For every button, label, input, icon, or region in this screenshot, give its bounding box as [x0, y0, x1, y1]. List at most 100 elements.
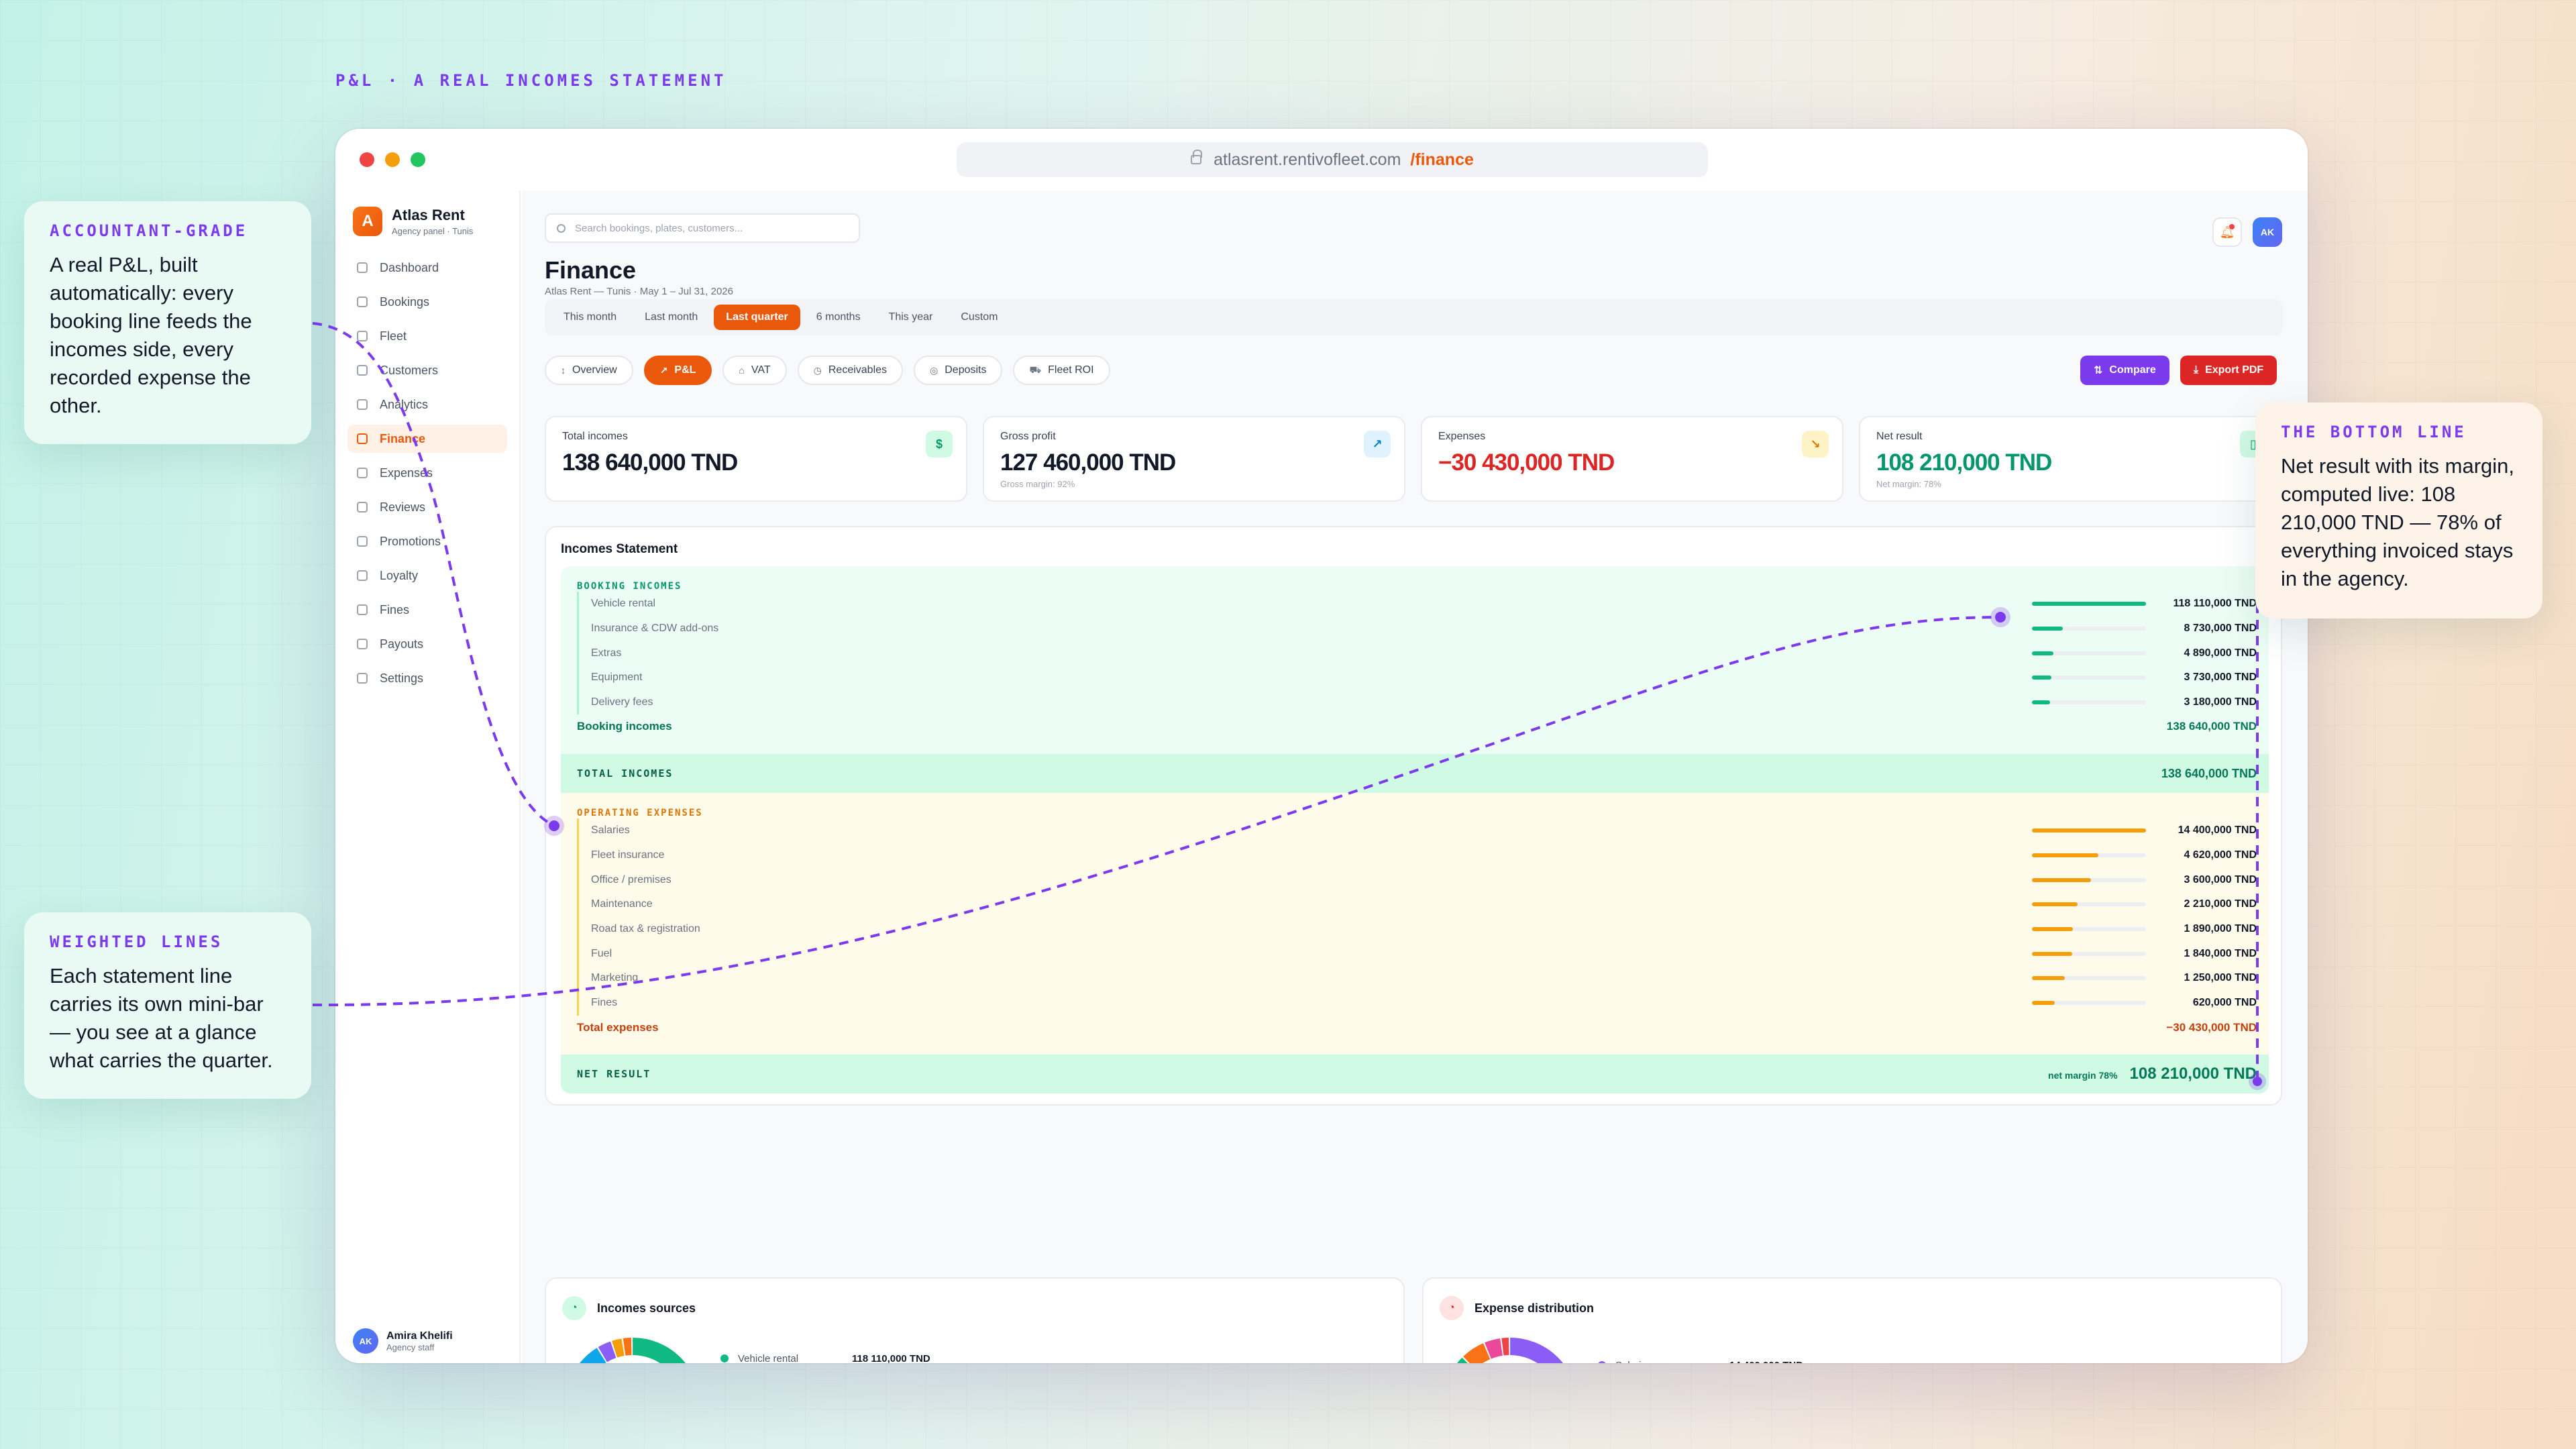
calendar-icon	[357, 297, 368, 307]
search-input[interactable]: Search bookings, plates, customers...	[545, 213, 860, 243]
tab-label: Fleet ROI	[1048, 364, 1094, 376]
expense-row-maintenance: Maintenance 2 210,000 TND	[579, 892, 2269, 917]
incomes-legend-vehicle-rental[interactable]: Vehicle rental 118 110,000 TND	[720, 1348, 930, 1363]
user-role: Agency staff	[386, 1342, 435, 1352]
tab-vat[interactable]: ⌂ VAT	[722, 356, 787, 385]
notifications-button[interactable]: 🔔︎	[2212, 217, 2242, 247]
compare-button[interactable]: ⇅ Compare	[2080, 356, 2169, 385]
callout-accountant: ACCOUNTANT-GRADE A real P&L, built autom…	[24, 201, 311, 444]
sidebar-item-label: Fleet	[380, 329, 407, 343]
sidebar-item-payouts[interactable]: Payouts	[347, 630, 507, 658]
tab-overview[interactable]: ↕ Overview	[545, 356, 633, 385]
sidebar-item-customers[interactable]: Customers	[347, 356, 507, 384]
expense-row-label: Salaries	[591, 824, 630, 837]
tab-p-l-icon: ↗	[659, 364, 668, 376]
address-bar[interactable]: atlasrent.rentivofleet.com /finance	[957, 142, 1708, 177]
tab-fleet-roi[interactable]: ⛟ Fleet ROI	[1013, 356, 1110, 385]
tab-label: Overview	[572, 364, 617, 376]
minimize-window-dot[interactable]	[385, 152, 400, 167]
kpi-sub: Gross margin: 92%	[1000, 479, 1075, 489]
incomes-statement: Incomes Statement BOOKING INCOMES Vehicl…	[545, 526, 2282, 1106]
close-window-dot[interactable]	[360, 152, 374, 167]
expenses-subtotal-value: −30 430,000 TND	[2166, 1020, 2257, 1034]
tab-deposits[interactable]: ◎ Deposits	[914, 356, 1003, 385]
sidebar-item-loyalty[interactable]: Loyalty	[347, 561, 507, 590]
expenses-section: OPERATING EXPENSES Salaries 14 400,000 TN…	[561, 793, 2269, 1055]
period-this-month[interactable]: This month	[564, 311, 617, 323]
kpi-value: 138 640,000 TND	[562, 449, 738, 476]
briefcase-icon	[357, 639, 368, 649]
sidebar-item-finance[interactable]: Finance	[347, 425, 507, 453]
chart-icon	[357, 399, 368, 410]
main-content: Search bookings, plates, customers... 🔔︎…	[522, 191, 2308, 1363]
expense-row-bar	[2032, 853, 2098, 858]
period-this-year[interactable]: This year	[888, 311, 933, 323]
brand[interactable]: A Atlas Rent Agency panel · Tunis	[335, 191, 519, 236]
sidebar-item-settings[interactable]: Settings	[347, 664, 507, 692]
header-avatar[interactable]: AK	[2253, 217, 2282, 247]
expense-row-bar	[2032, 877, 2092, 882]
period-last-quarter[interactable]: Last quarter	[714, 305, 800, 330]
tab-deposits-icon: ◎	[930, 364, 938, 376]
income-row-label: Vehicle rental	[591, 598, 656, 610]
incomes-subtotal: Booking incomes 138 640,000 TND	[561, 714, 2269, 733]
income-row-vehicle-rental: Vehicle rental 118 110,000 TND	[579, 592, 2269, 616]
heart-icon	[357, 570, 368, 581]
finance-tabs: ↕ Overview ↗ P&L ⌂ VAT ◷ Receivables ◎ Deposits ⛟ F…	[545, 356, 1121, 385]
income-row-bar-track	[2032, 700, 2146, 705]
expense-row-bar	[2032, 951, 2072, 956]
download-icon: ⤓	[2194, 364, 2199, 376]
sidebar-item-label: Customers	[380, 363, 439, 377]
export-pdf-button[interactable]: ⤓ Export PDF	[2180, 356, 2277, 385]
callout-bottom-line-title: THE BOTTOM LINE	[2281, 423, 2467, 441]
kpi-gross-profit-icon: ↗	[1364, 431, 1391, 458]
legend-swatch	[1598, 1361, 1606, 1363]
legend-swatch	[720, 1354, 729, 1362]
period-selector: This month Last month Last quarter 6 months…	[545, 299, 2282, 335]
sidebar: A Atlas Rent Agency panel · Tunis Dashbo…	[335, 191, 521, 1363]
kpi-value: −30 430,000 TND	[1438, 449, 1615, 476]
sidebar-item-promotions[interactable]: Promotions	[347, 527, 507, 555]
maximize-window-dot[interactable]	[411, 152, 425, 167]
sidebar-item-dashboard[interactable]: Dashboard	[347, 254, 507, 282]
grid-icon	[357, 262, 368, 273]
legend-label: Vehicle rental	[738, 1352, 799, 1364]
expense-row-marketing: Marketing 1 250,000 TND	[579, 966, 2269, 991]
sidebar-item-fleet[interactable]: Fleet	[347, 322, 507, 350]
incomes-sources-title: Incomes sources	[597, 1301, 696, 1315]
notification-badge	[2229, 224, 2235, 229]
sidebar-item-expenses[interactable]: Expenses	[347, 459, 507, 487]
period-custom[interactable]: Custom	[961, 311, 998, 323]
page-title: Finance	[545, 256, 637, 284]
callout-weighted-title: WEIGHTED LINES	[50, 932, 223, 951]
expense-row-bar-track	[2032, 1001, 2146, 1006]
net-result-band: NET RESULT net margin 78% 108 210,000 TN…	[561, 1055, 2269, 1093]
sidebar-item-fines[interactable]: Fines	[347, 596, 507, 624]
period-last-month[interactable]: Last month	[645, 311, 698, 323]
expense-row-amount: 4 620,000 TND	[2184, 849, 2257, 861]
sidebar-item-label: Payouts	[380, 637, 424, 651]
expense-row-bar	[2032, 976, 2065, 981]
income-rows: Vehicle rental 118 110,000 TND Insurance &…	[577, 592, 2269, 715]
kpi-label: Gross profit	[1000, 431, 1056, 442]
brand-sub: Agency panel · Tunis	[392, 226, 474, 236]
tab-p-l[interactable]: ↗ P&L	[643, 356, 712, 385]
sidebar-item-analytics[interactable]: Analytics	[347, 390, 507, 419]
user-profile[interactable]: AK Amira Khelifi Agency staff	[353, 1328, 453, 1354]
expense-row-amount: 14 400,000 TND	[2178, 824, 2257, 837]
callout-accountant-body: A real P&L, built automatically: every b…	[50, 253, 252, 417]
period-6-months[interactable]: 6 months	[816, 311, 861, 323]
legend-value: 14 400,000 TND	[1729, 1360, 1803, 1364]
tag-icon	[357, 536, 368, 547]
sidebar-item-reviews[interactable]: Reviews	[347, 493, 507, 521]
sidebar-item-label: Finance	[380, 431, 426, 445]
tab-receivables[interactable]: ◷ Receivables	[797, 356, 904, 385]
compare-label: Compare	[2109, 364, 2156, 376]
receipt-icon	[357, 468, 368, 478]
tab-label: Receivables	[828, 364, 888, 376]
expense-row-fines: Fines 620,000 TND	[579, 991, 2269, 1016]
expense-row-bar-track	[2032, 877, 2146, 882]
sidebar-item-bookings[interactable]: Bookings	[347, 288, 507, 316]
sidebar-item-label: Promotions	[380, 534, 441, 548]
